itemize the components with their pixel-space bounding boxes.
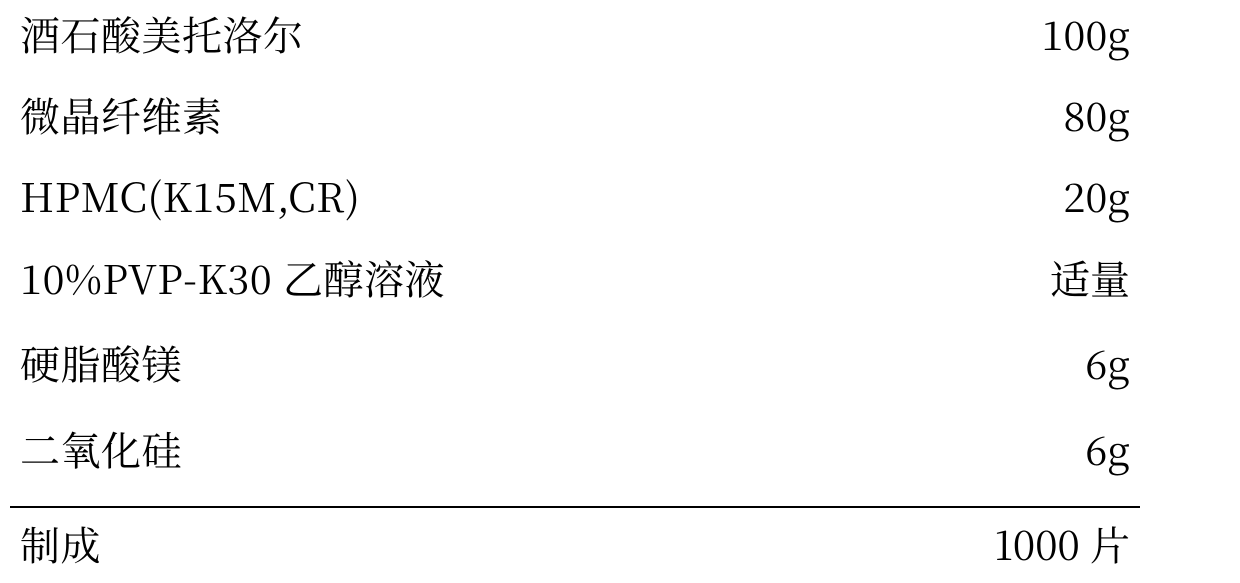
ingredient-name: 二氧化硅 bbox=[20, 429, 182, 469]
ingredient-row: 硬脂酸镁 6g bbox=[20, 343, 1130, 383]
ingredient-amount: 6g bbox=[1085, 429, 1130, 469]
ingredient-row: 微晶纤维素 80g bbox=[20, 95, 1130, 135]
ingredient-name: HPMC(K15M,CR) bbox=[20, 176, 360, 216]
ingredient-name: 微晶纤维素 bbox=[20, 95, 223, 135]
footer-name: 制成 bbox=[20, 524, 101, 564]
formulation-sheet: 酒石酸美托洛尔 100g 微晶纤维素 80g HPMC(K15M,CR) 20g… bbox=[0, 0, 1240, 583]
footer-row: 制成 1000 片 bbox=[20, 524, 1130, 564]
ingredient-row: HPMC(K15M,CR) 20g bbox=[20, 176, 1130, 216]
ingredient-row: 酒石酸美托洛尔 100g bbox=[20, 14, 1130, 54]
ingredient-amount: 100g bbox=[1041, 14, 1130, 54]
ingredient-row: 二氧化硅 6g bbox=[20, 429, 1130, 469]
ingredient-row: 10%PVP-K30 乙醇溶液 适量 bbox=[20, 258, 1130, 298]
ingredient-amount: 适量 bbox=[1050, 258, 1130, 298]
section-divider bbox=[10, 506, 1140, 508]
ingredient-amount: 80g bbox=[1063, 95, 1130, 135]
ingredient-name: 10%PVP-K30 乙醇溶液 bbox=[20, 258, 445, 298]
footer-amount: 1000 片 bbox=[994, 524, 1130, 564]
ingredient-amount: 6g bbox=[1085, 343, 1130, 383]
ingredient-name: 硬脂酸镁 bbox=[20, 343, 182, 383]
ingredient-amount: 20g bbox=[1063, 176, 1130, 216]
ingredient-name: 酒石酸美托洛尔 bbox=[20, 14, 304, 54]
